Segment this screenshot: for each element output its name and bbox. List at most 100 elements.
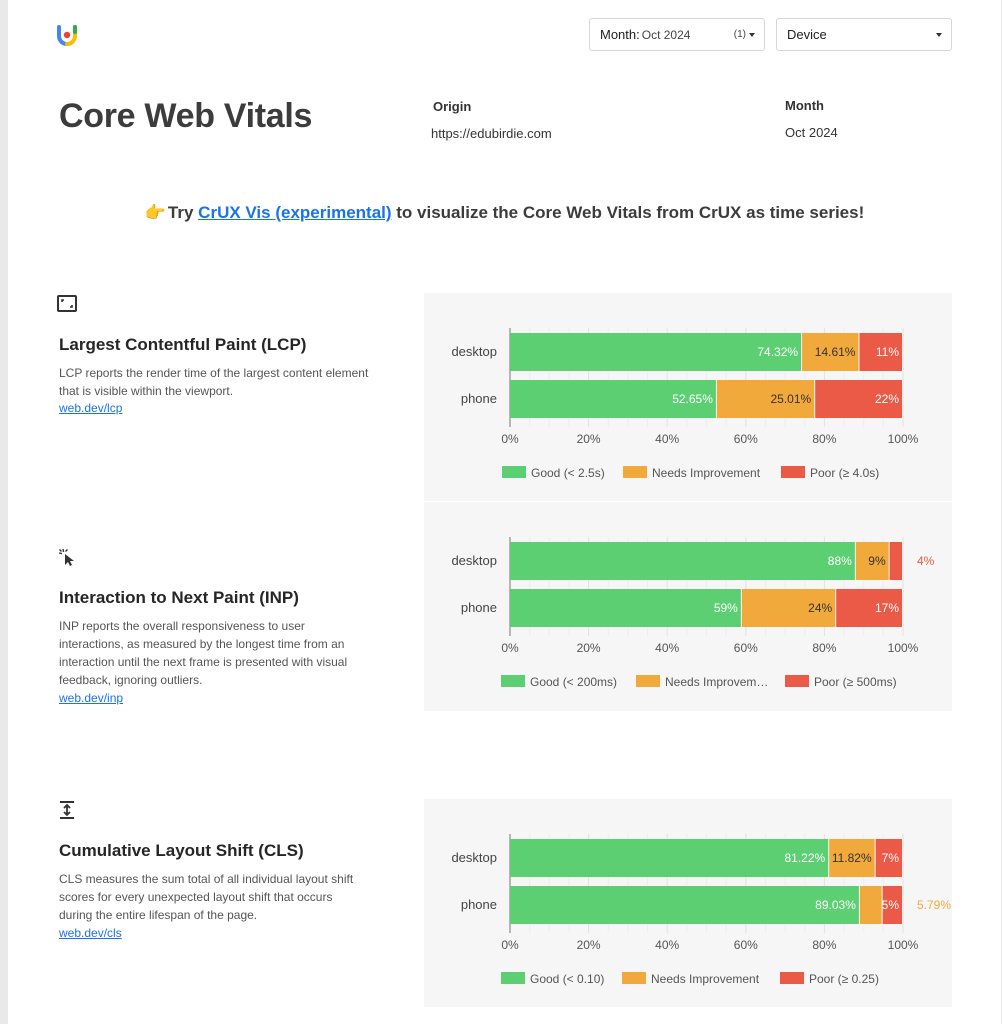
- bar-value-label: 88%: [828, 554, 852, 568]
- bar-segment: [510, 886, 859, 924]
- bar-value-label: 25.01%: [771, 392, 812, 406]
- legend-label: Good (< 200ms): [530, 675, 617, 689]
- crux-vis-banner: 👉 Try CrUX Vis (experimental) to visualiz…: [8, 203, 1001, 223]
- bar-value-label: 11.82%: [832, 851, 872, 865]
- legend-swatch: [502, 466, 526, 478]
- legend-swatch: [623, 466, 647, 478]
- month-filter-value: Oct 2024: [641, 27, 691, 42]
- bar-value-label: 52.65%: [672, 392, 713, 406]
- legend-swatch: [501, 972, 525, 984]
- bar-value-label: 11%: [876, 345, 899, 359]
- bar-segment: [855, 542, 889, 580]
- bar-segment: [716, 380, 815, 418]
- bar-value-label: 24%: [808, 601, 832, 615]
- month-filter-dropdown[interactable]: Month: Oct 2024 (1): [589, 18, 765, 51]
- category-label: phone: [461, 391, 497, 406]
- month-label: Month: [785, 98, 824, 113]
- inp-chart-panel: 0% 20% 40% 60% 80% 100% desktop 88% 9% 4% phone 59%…: [424, 502, 952, 711]
- x-tick-label: 0%: [501, 938, 519, 952]
- bar-segment: [836, 589, 902, 627]
- metric-link-lcp[interactable]: web.dev/lcp: [59, 401, 123, 415]
- legend-label: Needs Improvement: [652, 466, 761, 480]
- bar-value-label: 22%: [875, 392, 899, 406]
- metric-link-inp[interactable]: web.dev/inp: [59, 691, 124, 705]
- lcp-distribution-chart: 0% 20% 40% 60% 80% 100% desktop 74.32% 14.61% 11%…: [451, 328, 919, 480]
- legend-label: Poor (≥ 4.0s): [810, 466, 879, 480]
- cls-distribution-chart: 0% 20% 40% 60% 80% 100% desktop 81.22% 11.82% 7% p…: [451, 834, 951, 986]
- x-tick-label: 80%: [812, 938, 836, 952]
- metric-desc-cls: CLS measures the sum total of all indivi…: [59, 872, 354, 922]
- x-tick-label: 20%: [577, 938, 601, 952]
- month-filter-count: (1): [733, 29, 746, 40]
- x-tick-label: 100%: [888, 641, 919, 655]
- bar-segment: [882, 886, 902, 924]
- banner-prefix: Try: [167, 203, 199, 222]
- category-label: desktop: [451, 553, 497, 568]
- month-filter-label: Month:: [600, 27, 640, 42]
- bar-value-label: 7%: [882, 851, 900, 865]
- x-tick-label: 20%: [577, 432, 601, 446]
- legend-swatch: [780, 972, 804, 984]
- bar-value-label: 81.22%: [784, 851, 825, 865]
- banner-suffix: to visualize the Core Web Vitals from Cr…: [391, 203, 865, 222]
- inp-cursor-click-icon: [58, 548, 74, 566]
- lcp-chart-panel: 0% 20% 40% 60% 80% 100% desktop 74.32% 14.61% 11%…: [424, 293, 952, 501]
- metric-title-inp: Interaction to Next Paint (INP): [59, 588, 299, 607]
- legend-label: Good (< 2.5s): [531, 466, 605, 480]
- metric-desc-inp: INP reports the overall responsiveness t…: [59, 619, 348, 687]
- bar-value-label: 5.79%: [917, 898, 951, 912]
- bar-value-label: 17%: [875, 601, 899, 615]
- metric-title-cls: Cumulative Layout Shift (CLS): [59, 841, 304, 860]
- legend-swatch: [636, 675, 660, 687]
- chevron-down-icon: [749, 33, 755, 37]
- device-filter-dropdown[interactable]: Device: [776, 18, 952, 51]
- inp-distribution-chart: 0% 20% 40% 60% 80% 100% desktop 88% 9% 4% phone 59%…: [451, 537, 935, 689]
- category-label: phone: [461, 600, 497, 615]
- x-tick-label: 40%: [655, 938, 679, 952]
- bar-segment: [829, 839, 875, 877]
- x-tick-label: 100%: [888, 432, 919, 446]
- category-label: desktop: [451, 344, 497, 359]
- legend-label: Poor (≥ 500ms): [814, 675, 897, 689]
- x-tick-label: 80%: [812, 432, 836, 446]
- legend-label: Needs Improvement: [651, 972, 760, 986]
- legend-label: Good (< 0.10): [530, 972, 604, 986]
- month-value: Oct 2024: [785, 125, 838, 140]
- bar-segment: [859, 333, 902, 371]
- bar-segment: [510, 542, 855, 580]
- pointing-hand-icon: 👉: [144, 203, 166, 222]
- legend-swatch: [781, 466, 805, 478]
- bar-value-label: 89.03%: [815, 898, 856, 912]
- x-tick-label: 40%: [655, 641, 679, 655]
- bar-segment: [510, 589, 741, 627]
- cls-chart-panel: 0% 20% 40% 60% 80% 100% desktop 81.22% 11.82% 7% p…: [424, 799, 952, 1007]
- x-tick-label: 60%: [734, 641, 758, 655]
- crux-vis-link[interactable]: CrUX Vis (experimental): [198, 203, 392, 222]
- bar-segment: [889, 542, 902, 580]
- legend-label: Needs Improvem…: [665, 675, 768, 689]
- origin-value: https://edubirdie.com: [431, 126, 552, 141]
- x-tick-label: 0%: [501, 641, 519, 655]
- x-tick-label: 40%: [655, 432, 679, 446]
- bar-segment: [510, 839, 829, 877]
- x-tick-label: 100%: [888, 938, 919, 952]
- metric-desc-lcp: LCP reports the render time of the large…: [59, 366, 369, 398]
- bar-segment: [510, 333, 802, 371]
- bar-value-label: 5%: [882, 898, 900, 912]
- metric-link-cls[interactable]: web.dev/cls: [59, 926, 122, 940]
- looker-studio-logo-icon: [57, 25, 77, 46]
- lcp-viewport-icon: [57, 295, 77, 312]
- bar-value-label: 4%: [917, 554, 935, 568]
- page-title: Core Web Vitals: [59, 97, 313, 135]
- x-tick-label: 20%: [577, 641, 601, 655]
- cls-layout-shift-icon: [60, 801, 74, 819]
- legend-swatch: [622, 972, 646, 984]
- legend-swatch: [785, 675, 809, 687]
- legend-label: Poor (≥ 0.25): [809, 972, 879, 986]
- device-filter-label: Device: [787, 27, 827, 42]
- category-label: desktop: [451, 850, 497, 865]
- x-tick-label: 80%: [812, 641, 836, 655]
- bar-segment: [741, 589, 836, 627]
- bar-value-label: 74.32%: [757, 345, 798, 359]
- bar-value-label: 14.61%: [815, 345, 856, 359]
